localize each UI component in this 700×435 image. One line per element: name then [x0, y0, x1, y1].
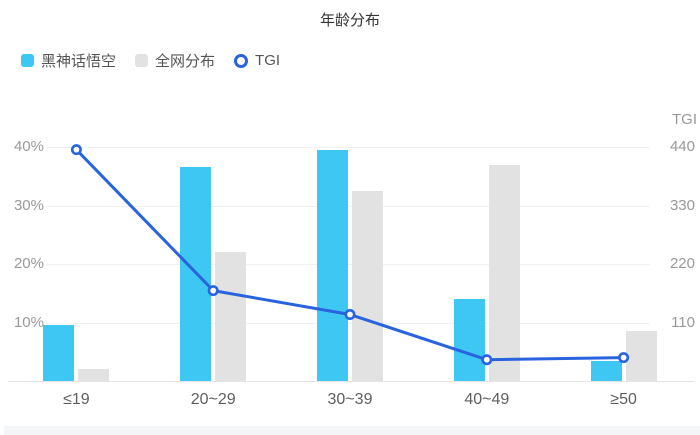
- grid-line: [46, 322, 656, 324]
- legend-swatch-secondary-icon: [135, 54, 149, 67]
- chart-legend: 黑神话悟空 全网分布 TGI: [21, 50, 280, 71]
- bar-全网分布[interactable]: [215, 252, 247, 381]
- right-axis-tick-label: 330: [650, 195, 695, 216]
- left-axis-tick-label: 20%: [0, 254, 44, 274]
- legend-swatch-ring-icon: [234, 53, 249, 68]
- grid-line: [46, 205, 656, 207]
- grid-line: [46, 147, 656, 148]
- tgi-line: [75, 148, 624, 362]
- left-axis-tick-label: 40%: [0, 137, 44, 157]
- tgi-line-layer: [70, 144, 630, 366]
- bar-全网分布[interactable]: [488, 164, 520, 381]
- tgi-data-point[interactable]: [70, 144, 82, 156]
- x-axis-line: [8, 381, 694, 382]
- x-axis-category-label: ≤19: [63, 391, 90, 408]
- tgi-data-point[interactable]: [207, 285, 219, 297]
- tgi-data-point[interactable]: [618, 352, 630, 364]
- x-axis-category-label: 40~49: [464, 391, 510, 408]
- bar-全网分布[interactable]: [352, 190, 383, 381]
- x-axis-category-label: ≥50: [610, 391, 637, 408]
- left-axis-tick-label: 10%: [0, 312, 44, 333]
- bar-黑神话悟空[interactable]: [43, 325, 75, 381]
- bar-全网分布[interactable]: [78, 369, 110, 381]
- tgi-data-point[interactable]: [344, 309, 356, 321]
- right-axis-tick-label: 440: [650, 137, 695, 157]
- section-divider: [4, 426, 700, 435]
- legend-label: TGI: [255, 52, 281, 69]
- x-axis-category-label: 20~29: [190, 391, 236, 408]
- legend-item-network[interactable]: 全网分布: [135, 50, 215, 71]
- bar-黑神话悟空[interactable]: [453, 299, 485, 381]
- grid-line: [46, 264, 656, 265]
- chart-title: 年龄分布: [319, 12, 380, 29]
- left-axis-tick-label: 30%: [0, 195, 44, 216]
- legend-swatch-primary-icon: [21, 54, 34, 67]
- right-axis-title: TGI: [672, 111, 697, 128]
- x-axis-category-label: 30~39: [327, 391, 373, 408]
- right-axis-tick-label: 220: [650, 254, 695, 274]
- bar-全网分布[interactable]: [625, 331, 657, 381]
- bar-黑神话悟空[interactable]: [590, 360, 622, 381]
- right-axis-tick-label: 110: [650, 312, 695, 333]
- legend-label: 全网分布: [155, 53, 216, 70]
- tgi-data-point[interactable]: [481, 354, 493, 366]
- legend-item-tgi[interactable]: TGI: [234, 52, 280, 69]
- bar-黑神话悟空[interactable]: [317, 149, 348, 381]
- legend-item-wukong[interactable]: 黑神话悟空: [21, 50, 116, 71]
- legend-label: 黑神话悟空: [41, 53, 117, 70]
